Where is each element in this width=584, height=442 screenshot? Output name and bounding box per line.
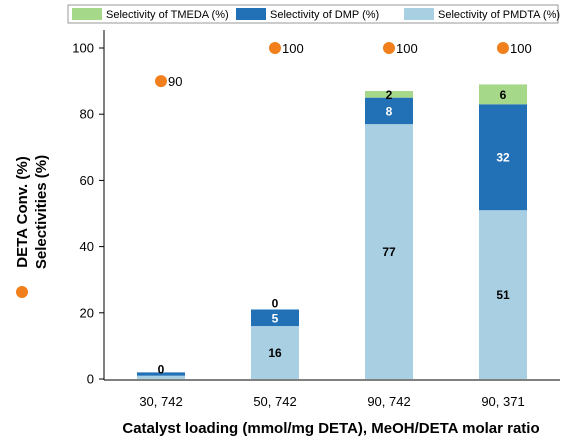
x-tick-label: 30, 742 bbox=[139, 394, 182, 409]
conversion-label: 100 bbox=[282, 41, 304, 56]
y-axis: 0 20 40 60 80 100 bbox=[72, 30, 105, 387]
y-axis-title: DETA Conv. (%) Selectivities (%) bbox=[14, 155, 50, 298]
conversion-label: 90 bbox=[168, 74, 182, 89]
bar-segment bbox=[251, 326, 299, 379]
legend-swatch bbox=[404, 8, 434, 20]
bar-segment bbox=[251, 309, 299, 327]
bar-value-label: 6 bbox=[500, 88, 507, 102]
y-tick-label: 100 bbox=[72, 41, 94, 56]
x-tick-label: 50, 742 bbox=[253, 394, 296, 409]
conversion-point bbox=[155, 75, 167, 88]
legend: Selectivity of TMEDA (%) Selectivity of D… bbox=[67, 4, 560, 24]
y-tick-label: 60 bbox=[80, 173, 94, 188]
bar-value-label: 32 bbox=[496, 151, 510, 165]
conversion-series: 90 100 100 100 bbox=[155, 41, 532, 89]
x-tick-label: 90, 742 bbox=[367, 394, 410, 409]
conversion-point bbox=[269, 42, 281, 54]
conversion-point bbox=[383, 42, 395, 54]
x-axis-title: Catalyst loading (mmol/mg DETA), MeOH/DE… bbox=[122, 420, 539, 437]
x-axis: 30, 742 50, 742 90, 742 90, 371 bbox=[104, 379, 560, 409]
y-tick-label: 20 bbox=[80, 305, 94, 320]
bar-segment bbox=[479, 210, 527, 379]
legend-label: Selectivity of TMEDA (%) bbox=[106, 9, 229, 21]
y-tick-label: 0 bbox=[87, 372, 94, 387]
bar-value-label: 0 bbox=[158, 362, 165, 376]
y-tick-label: 40 bbox=[80, 239, 94, 254]
bar-value-label: 51 bbox=[496, 288, 510, 302]
bar-value-label: 77 bbox=[382, 245, 396, 259]
conversion-label: 100 bbox=[396, 41, 418, 56]
bar-segment bbox=[479, 84, 527, 105]
legend-frame bbox=[67, 4, 559, 24]
legend-label: Selectivity of PMDTA (%) bbox=[438, 9, 560, 21]
y-axis-title-marker bbox=[16, 286, 28, 298]
y-tick-label: 80 bbox=[80, 107, 94, 122]
bar-value-label: 16 bbox=[268, 346, 282, 360]
conversion-point bbox=[497, 42, 509, 54]
y-axis-title-line2: Selectivities (%) bbox=[33, 155, 50, 269]
legend-swatch bbox=[236, 8, 266, 20]
legend-label: Selectivity of DMP (%) bbox=[270, 9, 379, 21]
bar-segment bbox=[365, 91, 413, 98]
bar-value-label: 0 bbox=[272, 296, 279, 310]
conversion-label: 100 bbox=[510, 41, 532, 56]
bar-segment bbox=[137, 372, 185, 376]
bar-segment bbox=[137, 375, 185, 379]
x-tick-label: 90, 371 bbox=[481, 394, 524, 409]
bar-segment bbox=[479, 104, 527, 211]
bars bbox=[137, 84, 527, 379]
bar-segment bbox=[365, 124, 413, 379]
bar-value-label: 5 bbox=[272, 311, 279, 325]
legend-swatch bbox=[72, 8, 102, 20]
bar-value-label: 2 bbox=[386, 88, 393, 102]
y-axis-title-line1: DETA Conv. (%) bbox=[14, 156, 31, 267]
bar-segment bbox=[365, 97, 413, 125]
bar-value-label: 8 bbox=[386, 104, 393, 118]
